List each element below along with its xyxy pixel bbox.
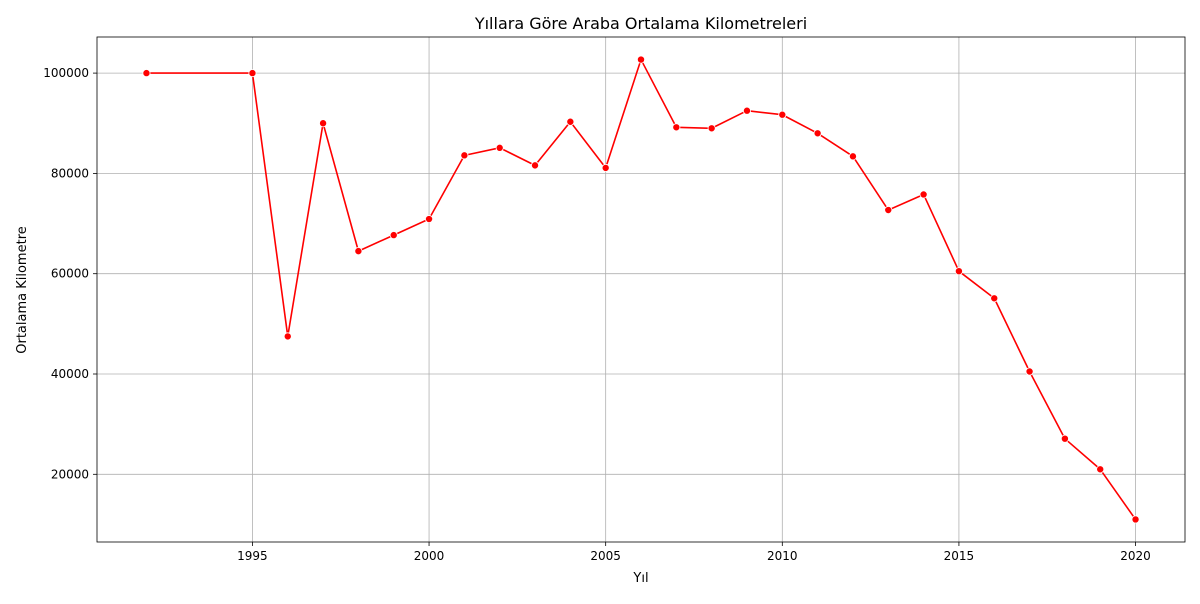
plot-frame bbox=[96, 36, 1186, 543]
data-point bbox=[990, 294, 999, 303]
y-tick-label: 60000 bbox=[51, 267, 89, 281]
axes bbox=[93, 36, 1186, 546]
data-point bbox=[354, 247, 363, 256]
series-line bbox=[146, 58, 1137, 520]
data-points bbox=[142, 55, 1140, 524]
data-point bbox=[884, 206, 893, 215]
x-tick-label: 2005 bbox=[590, 549, 621, 563]
data-point bbox=[389, 231, 398, 240]
data-point bbox=[1131, 515, 1140, 524]
data-point bbox=[531, 161, 540, 170]
data-point bbox=[778, 110, 787, 119]
data-point bbox=[425, 215, 434, 224]
x-tick-label: 1995 bbox=[237, 549, 268, 563]
data-point bbox=[495, 143, 504, 152]
y-tick-label: 20000 bbox=[51, 467, 89, 481]
data-point bbox=[919, 190, 928, 199]
data-point bbox=[637, 55, 646, 64]
data-point bbox=[142, 69, 151, 78]
x-tick-label: 2015 bbox=[944, 549, 975, 563]
x-tick-label: 2010 bbox=[767, 549, 798, 563]
data-point bbox=[848, 152, 857, 161]
y-tick-label: 100000 bbox=[43, 66, 89, 80]
data-point bbox=[954, 267, 963, 276]
tick-labels: 1995 2000 2005 2010 2015 2020 20000 40000 60000 8… bbox=[43, 66, 1151, 563]
data-point bbox=[601, 163, 610, 172]
data-point bbox=[1060, 434, 1069, 443]
data-point bbox=[283, 332, 292, 341]
grid-lines bbox=[97, 37, 1185, 542]
data-point bbox=[566, 117, 575, 126]
data-point bbox=[742, 106, 751, 115]
data-point bbox=[813, 129, 822, 138]
data-point bbox=[248, 69, 257, 78]
data-point bbox=[707, 124, 716, 133]
y-tick-label: 80000 bbox=[51, 166, 89, 180]
x-axis-label: Yıl bbox=[632, 571, 648, 586]
y-axis-label: Ortalama Kilometre bbox=[15, 226, 30, 354]
y-tick-label: 40000 bbox=[51, 367, 89, 381]
chart-title: Yıllara Göre Araba Ortalama Kilometreler… bbox=[474, 14, 807, 33]
data-point bbox=[319, 119, 328, 128]
x-tick-label: 2000 bbox=[414, 549, 445, 563]
data-point bbox=[1025, 367, 1034, 376]
x-tick-label: 2020 bbox=[1120, 549, 1151, 563]
data-point bbox=[460, 151, 469, 160]
series-polyline bbox=[146, 58, 1137, 520]
data-point bbox=[672, 123, 681, 132]
data-point bbox=[1096, 465, 1105, 474]
